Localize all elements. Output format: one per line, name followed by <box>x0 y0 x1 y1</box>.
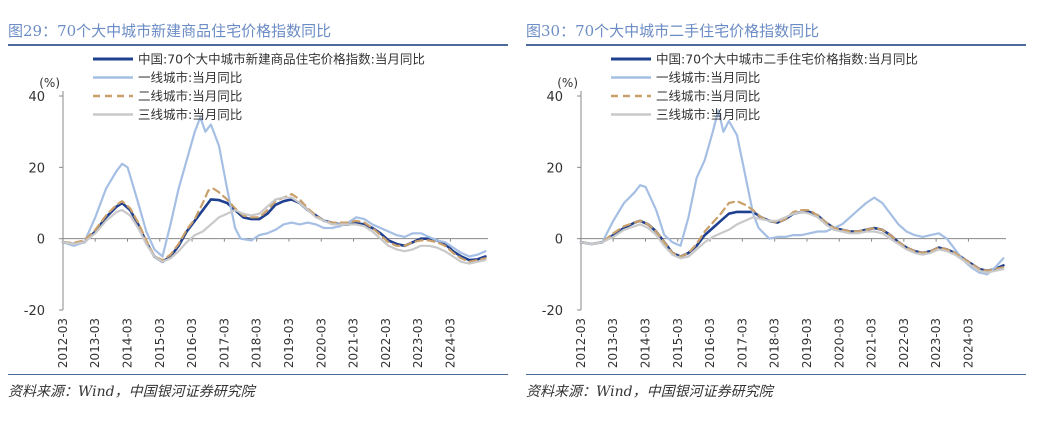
x-tick-label: 2021-03 <box>347 318 361 368</box>
legend-label: 中国:70个大中城市新建商品住宅价格指数:当月同比 <box>138 52 425 67</box>
source-note: 资料来源：Wind，中国银河证券研究院 <box>8 384 255 400</box>
y-unit-label: (%) <box>557 76 578 90</box>
series-line <box>579 210 1005 273</box>
x-tick-label: 2024-03 <box>443 318 457 368</box>
x-tick-label: 2019-03 <box>800 318 814 368</box>
y-tick-label: -20 <box>24 304 45 319</box>
legend-label: 二线城市:当月同比 <box>138 89 242 104</box>
x-tick-label: 2015-03 <box>153 318 167 368</box>
series-line <box>579 210 1005 274</box>
x-tick-label: 2023-03 <box>411 318 425 368</box>
title-divider <box>526 44 1026 46</box>
y-tick-label: 20 <box>546 161 563 176</box>
series-line <box>61 196 487 265</box>
x-tick-label: 2012-03 <box>56 318 70 368</box>
x-tick-label: 2015-03 <box>671 318 685 368</box>
legend-label: 三线城市:当月同比 <box>138 107 242 122</box>
line-chart-second-hand: -20 0 20 40(%) 2012-03 2013-03 2014-03 2015-03 2… <box>542 52 1006 368</box>
x-tick-label: 2016-03 <box>703 318 717 368</box>
source-divider <box>526 374 1026 375</box>
legend-label: 一线城市:当月同比 <box>656 70 760 85</box>
x-tick-label: 2014-03 <box>638 318 652 368</box>
x-tick-label: 2012-03 <box>574 318 588 368</box>
x-tick-label: 2016-03 <box>185 318 199 368</box>
y-unit-label: (%) <box>39 76 60 90</box>
legend-label: 三线城市:当月同比 <box>656 107 760 122</box>
x-tick-label: 2014-03 <box>120 318 134 368</box>
series-line <box>61 187 487 263</box>
y-tick-label: 0 <box>555 233 563 248</box>
chart-panel-second-hand: 图30：70个大中城市二手住宅价格指数同比 -20 0 20 40 (%) 2012-03… <box>526 0 1036 421</box>
x-tick-label: 2013-03 <box>606 318 620 368</box>
x-tick-label: 2018-03 <box>250 318 264 368</box>
x-tick-label: 2024-03 <box>961 318 975 368</box>
y-tick-label: 40 <box>28 90 45 105</box>
line-chart-new-homes: -20 0 20 40(%) 2012-03 2013-03 2014-03 2015-03 2… <box>24 52 488 368</box>
figure-title: 图30：70个大中城市二手住宅价格指数同比 <box>526 22 820 40</box>
x-tick-label: 2020-03 <box>832 318 846 368</box>
x-tick-label: 2023-03 <box>929 318 943 368</box>
title-divider <box>8 44 508 46</box>
series-line <box>579 200 1005 272</box>
y-tick-label: -20 <box>542 304 563 319</box>
x-tick-label: 2017-03 <box>217 318 231 368</box>
x-tick-label: 2019-03 <box>282 318 296 368</box>
x-tick-label: 2022-03 <box>897 318 911 368</box>
x-tick-label: 2017-03 <box>735 318 749 368</box>
chart-panel-new-homes: 图29：70个大中城市新建商品住宅价格指数同比 -20 0 20 40 (%) 2012-… <box>8 0 518 421</box>
legend-label: 中国:70个大中城市二手住宅价格指数:当月同比 <box>656 52 918 67</box>
series-line <box>61 116 487 258</box>
y-tick-label: 40 <box>546 90 563 105</box>
figure-title: 图29：70个大中城市新建商品住宅价格指数同比 <box>8 22 332 40</box>
y-tick-label: 20 <box>28 161 45 176</box>
series-line <box>579 109 1005 276</box>
x-tick-label: 2021-03 <box>865 318 879 368</box>
source-note: 资料来源：Wind，中国银河证券研究院 <box>526 384 773 400</box>
x-tick-label: 2022-03 <box>379 318 393 368</box>
x-tick-label: 2018-03 <box>768 318 782 368</box>
source-divider <box>8 374 508 375</box>
y-tick-label: 0 <box>37 233 45 248</box>
x-tick-label: 2013-03 <box>88 318 102 368</box>
legend-label: 一线城市:当月同比 <box>138 70 242 85</box>
legend-label: 二线城市:当月同比 <box>656 89 760 104</box>
x-tick-label: 2020-03 <box>314 318 328 368</box>
